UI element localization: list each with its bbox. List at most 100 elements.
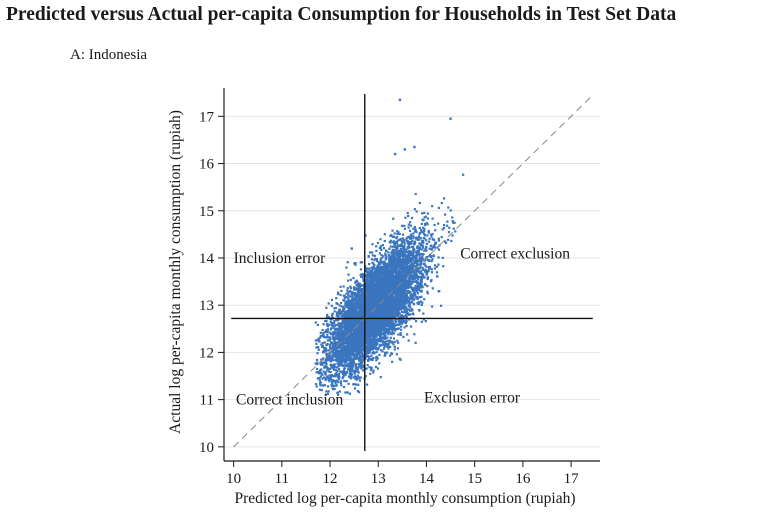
data-point — [329, 336, 332, 339]
data-point — [393, 242, 396, 246]
data-point — [411, 267, 414, 270]
data-point — [373, 331, 376, 335]
data-point — [353, 387, 357, 390]
data-point — [340, 351, 343, 354]
data-point — [315, 371, 318, 374]
data-point — [409, 285, 412, 288]
data-point — [344, 301, 347, 304]
data-point — [354, 365, 357, 369]
data-point — [337, 332, 340, 335]
data-point — [423, 270, 427, 273]
data-point — [340, 370, 343, 373]
data-point — [389, 313, 392, 316]
data-point — [419, 242, 422, 245]
data-point — [369, 358, 372, 361]
data-point — [417, 252, 421, 255]
data-point — [376, 264, 379, 267]
data-point — [329, 337, 332, 341]
data-point — [402, 306, 405, 309]
data-point — [418, 259, 421, 263]
data-point — [399, 244, 403, 247]
data-point — [359, 350, 363, 353]
data-point — [338, 322, 342, 325]
data-point — [372, 280, 376, 283]
data-point — [321, 373, 324, 376]
data-point — [395, 283, 399, 286]
data-point — [315, 342, 318, 345]
data-point — [383, 260, 386, 263]
data-point — [381, 350, 384, 353]
data-point — [425, 265, 428, 268]
data-point — [417, 288, 420, 291]
data-point — [389, 345, 392, 349]
data-point — [416, 292, 420, 295]
data-point — [370, 354, 373, 357]
data-point — [418, 308, 421, 312]
data-point — [347, 279, 350, 282]
data-point — [423, 233, 426, 236]
data-point — [339, 349, 342, 353]
data-point — [435, 271, 439, 274]
data-point — [323, 366, 326, 369]
data-point — [417, 270, 421, 273]
data-point — [375, 338, 378, 341]
data-point — [362, 273, 365, 276]
data-point — [342, 386, 346, 389]
data-point — [340, 364, 343, 367]
data-point — [337, 327, 340, 330]
data-point — [401, 259, 404, 263]
data-point — [354, 300, 357, 303]
data-point — [359, 328, 362, 332]
data-point — [422, 226, 425, 229]
data-point — [333, 307, 336, 310]
data-point — [400, 286, 403, 289]
data-point — [422, 219, 425, 222]
data-point — [375, 259, 379, 263]
data-point — [429, 233, 433, 236]
data-point — [383, 328, 386, 331]
data-point — [435, 265, 439, 268]
data-point — [349, 369, 352, 372]
data-point — [369, 282, 373, 285]
data-point — [431, 258, 434, 261]
data-point — [331, 346, 334, 350]
data-point — [361, 341, 364, 345]
data-point — [390, 255, 393, 258]
data-point — [355, 383, 358, 386]
data-point — [379, 376, 382, 379]
data-point — [318, 382, 322, 385]
data-point — [369, 368, 373, 372]
data-point — [384, 285, 387, 288]
data-point — [400, 270, 403, 273]
data-point — [376, 276, 379, 279]
data-point — [378, 295, 381, 298]
data-point — [330, 318, 333, 321]
data-point — [329, 363, 332, 367]
data-point — [411, 263, 414, 266]
data-point — [356, 306, 360, 310]
data-point — [441, 256, 444, 260]
data-point — [340, 305, 343, 308]
data-point — [353, 330, 356, 333]
data-point — [422, 246, 425, 249]
data-point — [331, 315, 334, 318]
data-point — [444, 240, 447, 243]
data-point — [402, 245, 405, 248]
data-point — [395, 252, 398, 255]
data-point — [365, 299, 368, 303]
data-point — [331, 334, 334, 337]
data-point — [322, 349, 325, 353]
data-point — [342, 375, 345, 378]
data-point — [395, 236, 399, 239]
data-point — [399, 328, 403, 331]
data-point — [368, 349, 371, 352]
data-point — [342, 321, 345, 324]
data-point — [326, 359, 329, 362]
data-point — [413, 333, 416, 336]
data-point — [336, 379, 339, 382]
data-point — [369, 278, 373, 281]
data-point — [348, 290, 352, 293]
data-point — [407, 226, 410, 229]
data-point — [318, 369, 321, 373]
data-point — [391, 229, 394, 232]
